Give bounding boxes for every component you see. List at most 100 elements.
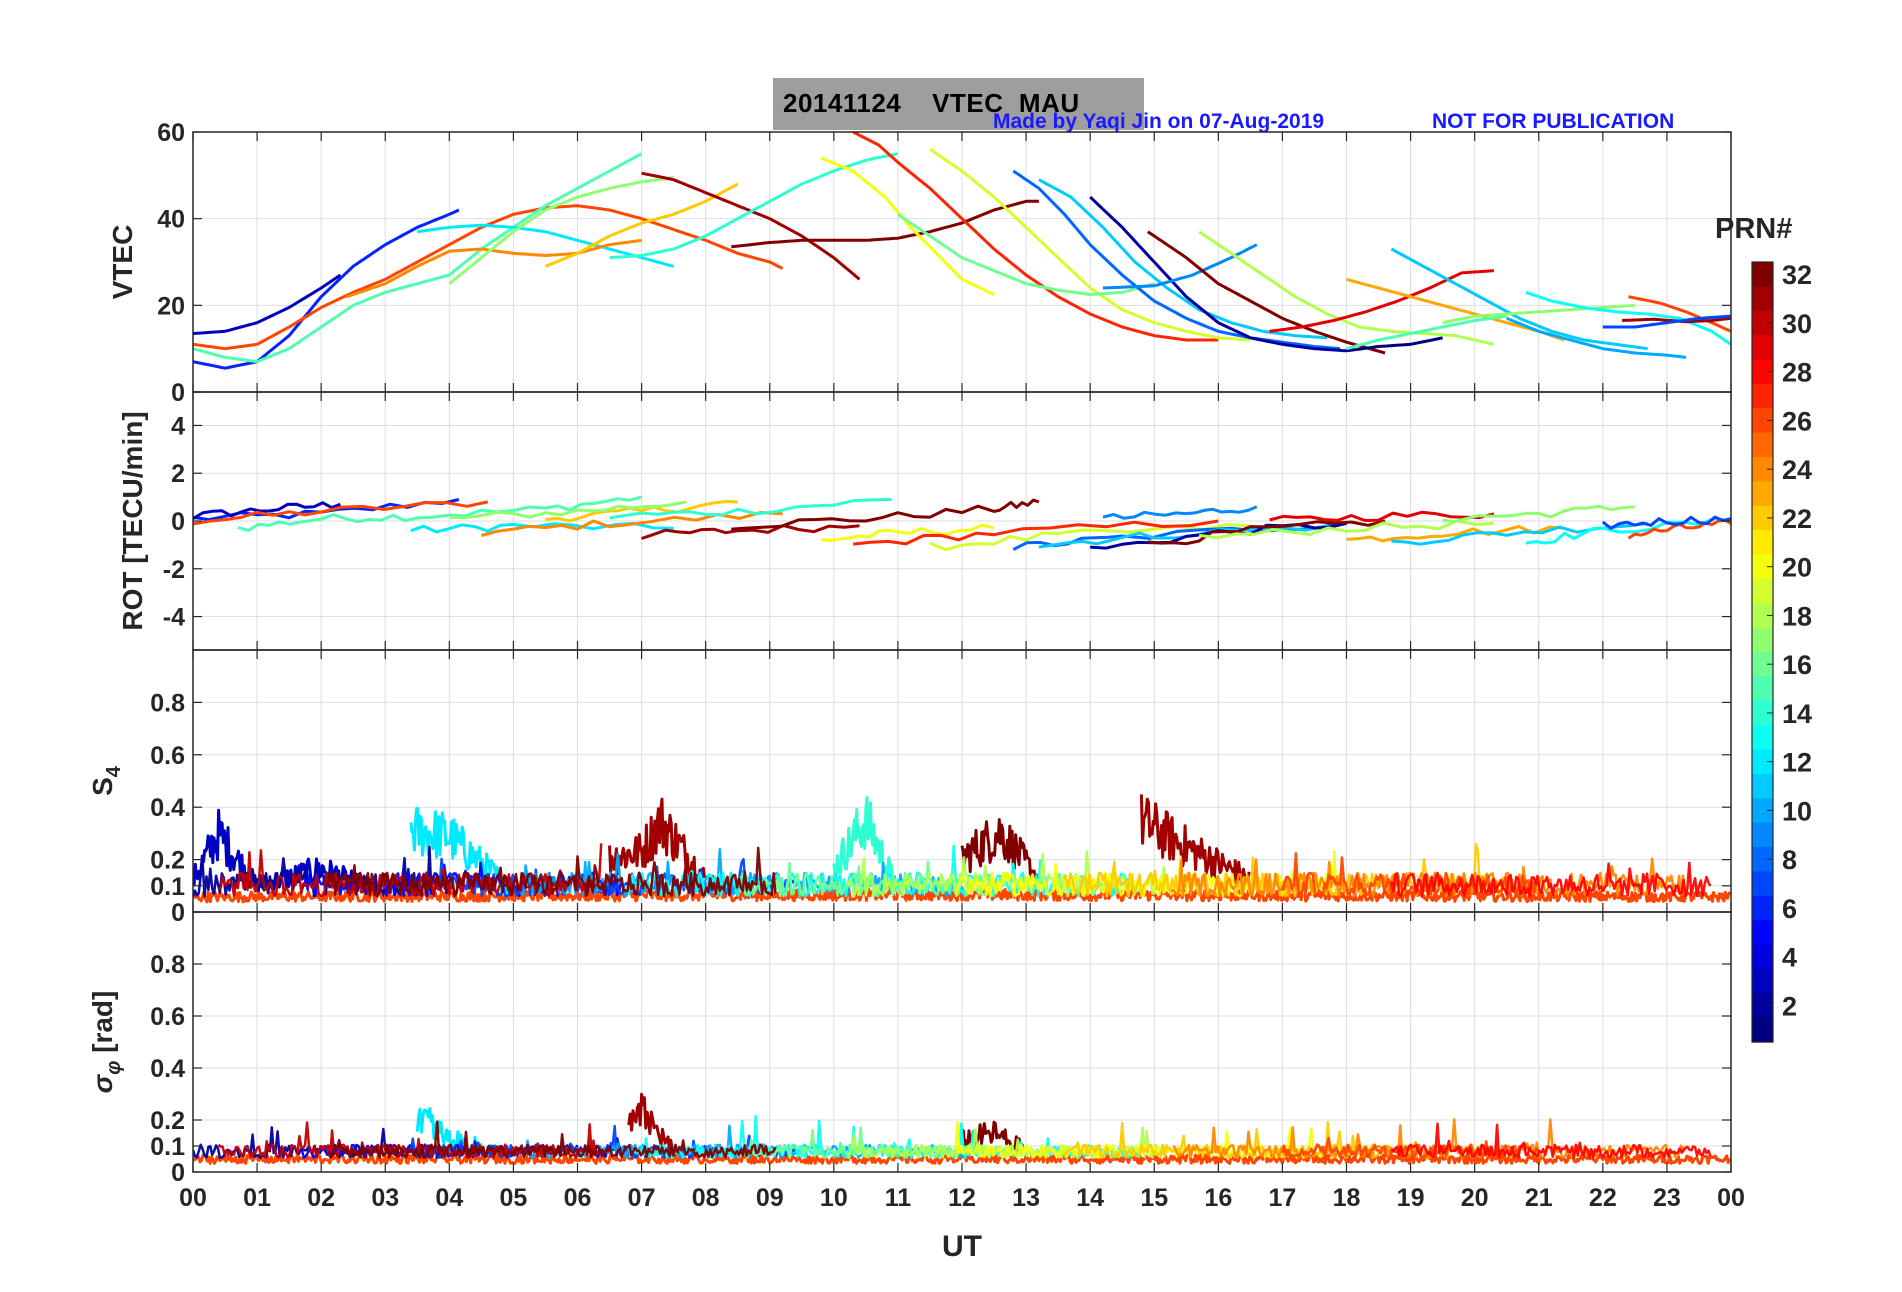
colorbar-frame: [1751, 261, 1774, 1043]
series-line-prn-31: [1139, 794, 1251, 885]
series-noise-prn-28: [1390, 1122, 1712, 1159]
series-line-prn-6: [193, 208, 460, 370]
series-line-prn-11: [1390, 247, 1648, 351]
series-noise-prn-24: [1172, 857, 1687, 898]
colorbar-tick-label: 20: [1782, 553, 1812, 583]
series-line-prn-32: [960, 818, 1040, 887]
series-line-prn-26: [193, 887, 1731, 904]
series-line-prn-17: [448, 176, 674, 285]
y-tick-label: -2: [163, 556, 185, 584]
colorbar-segment: [1752, 627, 1773, 653]
colorbar-segment: [1752, 798, 1773, 824]
colorbar-segment: [1752, 725, 1773, 751]
colorbar-segment: [1752, 530, 1773, 556]
colorbar-label: PRN#: [1715, 213, 1792, 245]
series-line-prn-15: [1346, 314, 1507, 351]
colorbar-segment: [1752, 993, 1773, 1019]
series-line-prn-7: [1601, 515, 1731, 530]
colorbar-segment: [1752, 408, 1773, 434]
series-line-prn-8: [1012, 169, 1341, 351]
y-tick-label: 0.8: [150, 689, 185, 717]
y-axis-label: σφ [rad]: [87, 991, 125, 1094]
panel-s4: 00.10.2 0.4 0.6 0.8 S4: [87, 649, 1732, 927]
x-tick-label: 00: [179, 1184, 207, 1212]
colorbar-segment: [1752, 481, 1773, 507]
series-line-prn-3: [193, 273, 342, 335]
series-line-prn-12: [417, 223, 674, 268]
series-noise-prn-32: [327, 1120, 777, 1159]
series-line-prn-31: [1622, 316, 1731, 324]
colorbar-segment: [1752, 968, 1773, 994]
x-tick-label: 03: [371, 1184, 399, 1212]
series-line-prn-26: [193, 500, 489, 526]
colorbar-segment: [1752, 920, 1773, 946]
colorbar-segment: [1752, 505, 1773, 531]
x-tick-label: 18: [1333, 1184, 1361, 1212]
x-tick-label: 11: [885, 1184, 912, 1212]
series-line-prn-32: [1146, 230, 1386, 355]
series-line-prn-3: [193, 808, 386, 900]
series-line-prn-10: [1506, 316, 1687, 359]
colorbar-segment: [1752, 847, 1773, 872]
colorbar-tick-label: 16: [1782, 650, 1812, 680]
panel-vtec: 0 20 40 60 VTEC: [107, 119, 1732, 407]
y-tick-label: 0: [171, 899, 185, 927]
series-line-prn-2: [1089, 195, 1347, 353]
y-tick-label: 0.4: [150, 1055, 185, 1083]
x-tick-label: 16: [1204, 1184, 1232, 1212]
series-line-prn-20: [820, 523, 995, 542]
colorbar-segment: [1752, 822, 1773, 848]
colorbar-tick-label: 8: [1782, 845, 1797, 875]
y-tick-label: 0.1: [150, 1133, 185, 1161]
series-line-prn-13: [1525, 516, 1731, 545]
y-tick-label: 0.2: [150, 847, 185, 875]
colorbar-segment: [1752, 457, 1773, 482]
colorbar-segment: [1752, 554, 1773, 580]
x-tick-label: 06: [564, 1184, 592, 1212]
series-group: [193, 495, 1731, 552]
series-noise-prn-30: [217, 1121, 603, 1159]
colorbar-segment: [1752, 578, 1773, 604]
y-tick-label: 0.6: [150, 742, 185, 770]
panel-sigma_phi: 00.10.2 0.4 0.6 0.8 σφ [rad] 00 01 02 03 04 05 06 07…: [87, 911, 1745, 1263]
colorbar-tick-label: 6: [1782, 894, 1797, 924]
series-line-prn-23: [1346, 525, 1565, 543]
colorbar-segment: [1752, 432, 1773, 458]
x-tick-label: 20: [1461, 1184, 1489, 1212]
series-line-prn-14: [609, 498, 892, 520]
series-group: [193, 132, 1731, 370]
x-tick-label: 04: [435, 1184, 463, 1212]
series-line-prn-32: [731, 498, 1040, 531]
series-group: [193, 794, 1731, 904]
panel-rot: -4 -2 0 2 4 ROT [TECU/min]: [117, 391, 1732, 651]
colorbar-tick-label: 4: [1782, 943, 1797, 973]
series-line-prn-9: [1102, 243, 1258, 290]
x-tick-label: 01: [243, 1184, 271, 1212]
y-tick-label: 0.4: [150, 794, 185, 822]
colorbar-tick-label: 22: [1782, 504, 1812, 534]
y-tick-label: 4: [171, 412, 185, 440]
colorbar-tick-label: 18: [1782, 601, 1812, 631]
series-line-prn-31: [608, 797, 706, 884]
x-tick-label: 17: [1269, 1184, 1297, 1212]
x-tick-label: 21: [1525, 1184, 1553, 1212]
y-tick-label: 0.6: [150, 1003, 185, 1031]
series-line-prn-31: [641, 524, 860, 540]
y-tick-label: 20: [157, 292, 185, 320]
colorbar-segment: [1752, 895, 1773, 921]
series-line-prn-31: [641, 171, 861, 281]
series-line-prn-19: [929, 523, 1251, 552]
series-line-prn-19: [929, 148, 1251, 342]
colorbar-segment: [1752, 310, 1773, 336]
x-tick-label: 19: [1397, 1184, 1425, 1212]
series-line-prn-16: [897, 213, 1155, 296]
series-line-prn-26: [193, 204, 784, 351]
x-tick-label: 05: [500, 1184, 528, 1212]
colorbar-tick-label: 10: [1782, 796, 1812, 826]
title-box: [773, 78, 1144, 130]
x-tick-label: 09: [756, 1184, 784, 1212]
y-tick-label: 40: [157, 206, 185, 234]
series-line-prn-11: [1038, 178, 1328, 340]
series-line-prn-17: [1442, 303, 1636, 325]
